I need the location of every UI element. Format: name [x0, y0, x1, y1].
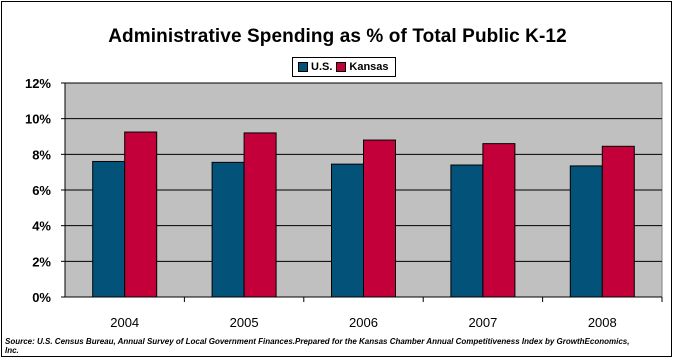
- x-tick-label: 2005: [230, 315, 259, 330]
- bar-kansas-2007: [482, 143, 516, 298]
- legend-item-us: U.S.: [298, 61, 332, 73]
- y-tick-label: 0%: [32, 290, 51, 305]
- x-tick-label: 2004: [110, 315, 139, 330]
- bar-us-2008: [569, 165, 603, 298]
- legend-label-us: U.S.: [311, 61, 333, 73]
- source-note: Source: U.S. Census Bureau, Annual Surve…: [5, 337, 630, 355]
- bar-us-2007: [450, 164, 484, 298]
- x-tick-label: 2006: [349, 315, 378, 330]
- y-tick-label: 6%: [32, 183, 51, 198]
- bar-us-2006: [331, 163, 364, 298]
- legend-swatch-us: [298, 62, 308, 72]
- bar-us-2004: [92, 160, 126, 298]
- legend-item-kansas: Kansas: [336, 61, 389, 73]
- y-tick-label: 4%: [32, 219, 51, 234]
- x-tick-label: 2007: [468, 315, 497, 330]
- bar-kansas-2004: [124, 131, 158, 298]
- x-tick-label: 2008: [588, 315, 617, 330]
- chart-title: Administrative Spending as % of Total Pu…: [108, 26, 567, 47]
- legend: U.S. Kansas: [292, 57, 396, 77]
- y-tick-label: 10%: [25, 112, 51, 127]
- bar-kansas-2006: [363, 139, 396, 298]
- bar-kansas-2008: [601, 145, 635, 298]
- legend-swatch-kansas: [336, 62, 347, 72]
- bar-us-2005: [211, 161, 245, 298]
- legend-label-kansas: Kansas: [349, 61, 389, 73]
- y-tick-label: 8%: [32, 147, 51, 162]
- y-tick-label: 2%: [32, 254, 51, 269]
- y-tick-label: 12%: [25, 76, 51, 91]
- bar-kansas-2005: [243, 132, 277, 298]
